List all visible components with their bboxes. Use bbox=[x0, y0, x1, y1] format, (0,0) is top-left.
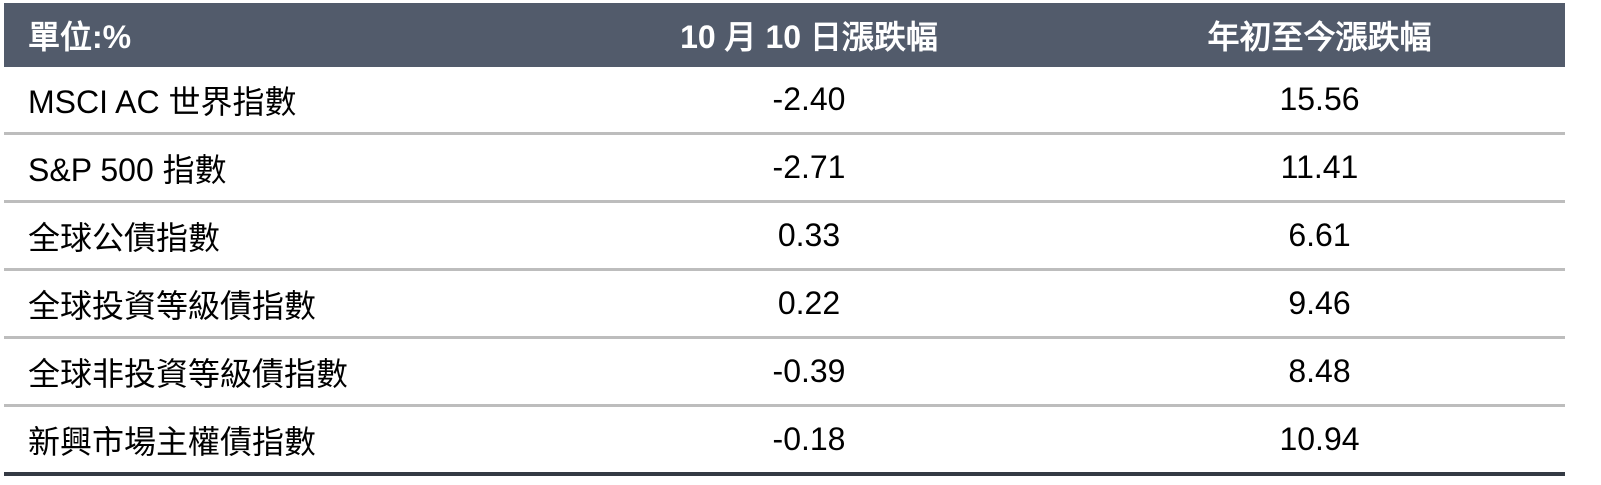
index-name: 全球公債指數 bbox=[4, 201, 544, 271]
daily-change: 0.33 bbox=[544, 201, 1074, 271]
daily-change: -0.18 bbox=[544, 405, 1074, 476]
header-daily-change: 10 月 10 日漲跌幅 bbox=[544, 3, 1074, 67]
ytd-change: 11.41 bbox=[1074, 133, 1565, 203]
index-name: MSCI AC 世界指數 bbox=[4, 67, 544, 135]
daily-change: -0.39 bbox=[544, 337, 1074, 407]
ytd-change: 6.61 bbox=[1074, 201, 1565, 271]
table-row: 新興市場主權債指數 -0.18 10.94 bbox=[4, 405, 1565, 476]
ytd-change: 15.56 bbox=[1074, 67, 1565, 135]
index-name: 全球投資等級債指數 bbox=[4, 269, 544, 339]
header-ytd-change: 年初至今漲跌幅 bbox=[1074, 3, 1565, 67]
ytd-change: 10.94 bbox=[1074, 405, 1565, 476]
index-name: 全球非投資等級債指數 bbox=[4, 337, 544, 407]
ytd-change: 9.46 bbox=[1074, 269, 1565, 339]
table-row: 全球公債指數 0.33 6.61 bbox=[4, 201, 1565, 271]
table-row: 全球非投資等級債指數 -0.39 8.48 bbox=[4, 337, 1565, 407]
table-row: 全球投資等級債指數 0.22 9.46 bbox=[4, 269, 1565, 339]
header-row: 單位:% 10 月 10 日漲跌幅 年初至今漲跌幅 bbox=[4, 3, 1565, 67]
table-row: S&P 500 指數 -2.71 11.41 bbox=[4, 133, 1565, 203]
table-row: MSCI AC 世界指數 -2.40 15.56 bbox=[4, 67, 1565, 135]
header-unit: 單位:% bbox=[4, 3, 544, 67]
index-name: 新興市場主權債指數 bbox=[4, 405, 544, 476]
index-name: S&P 500 指數 bbox=[4, 133, 544, 203]
daily-change: 0.22 bbox=[544, 269, 1074, 339]
daily-change: -2.71 bbox=[544, 133, 1074, 203]
index-performance-table: 單位:% 10 月 10 日漲跌幅 年初至今漲跌幅 MSCI AC 世界指數 -… bbox=[4, 3, 1565, 476]
ytd-change: 8.48 bbox=[1074, 337, 1565, 407]
daily-change: -2.40 bbox=[544, 67, 1074, 135]
